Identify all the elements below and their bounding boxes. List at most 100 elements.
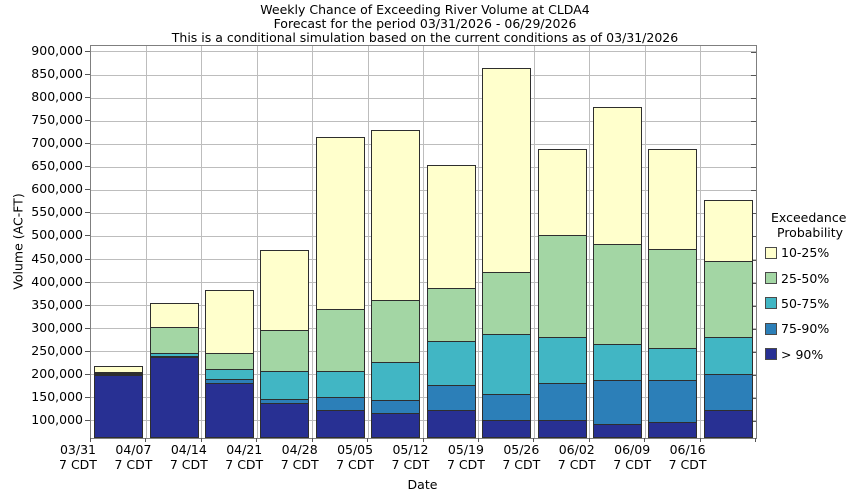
bar-segment-25-50% [593,244,641,344]
x-tick-label: 05/12 7 CDT [391,442,430,472]
bar-segment-> 90% [593,424,641,437]
bar-segment-75-90% [206,379,254,383]
y-tick-label: 550,000 [31,204,83,220]
bar-05/05 [371,130,421,438]
legend-item-25-50%: 25-50% [765,265,850,290]
x-tick-label: 04/07 7 CDT [114,442,153,472]
y-tick-mark [85,396,90,398]
y-tick-mark-right [751,190,756,192]
bar-segment-75-90% [483,394,531,420]
bar-segment-> 90% [538,419,586,437]
x-gridline [589,46,591,438]
bar-segment-10-25% [150,304,198,328]
y-tick-label: 150,000 [31,388,83,404]
bar-03/31 [94,365,144,438]
x-tick-label: 04/28 7 CDT [280,442,319,472]
y-tick-mark-right [751,259,756,261]
x-tick-mark [588,438,590,442]
bar-06/09 [648,148,698,438]
bar-segment-10-25% [649,149,697,249]
bar-segment-75-90% [649,380,697,422]
legend-item-50-75%: 50-75% [765,291,850,316]
x-gridline [312,46,314,438]
bar-segment-25-50% [538,235,586,337]
y-tick-label: 800,000 [31,89,83,105]
y-tick-label: 100,000 [31,411,83,427]
bar-segment-25-50% [483,272,531,335]
y-tick-mark-right [751,305,756,307]
x-tick-label: 06/16 7 CDT [668,442,707,472]
x-tick-mark [533,438,535,442]
bar-segment-> 90% [316,410,364,437]
bar-04/07 [149,303,199,438]
chart-subtitle: Forecast for the period 03/31/2026 - 06/… [273,16,577,31]
x-tick-mark [477,438,479,442]
bar-segment-> 90% [427,410,475,437]
bar-segment-25-50% [95,371,143,373]
bar-segment-> 90% [261,403,309,437]
chart-title: Weekly Chance of Exceeding River Volume … [260,2,590,17]
x-tick-mark [90,438,91,442]
x-tick-mark [755,438,756,442]
x-tick-mark [699,438,701,442]
y-tick-mark [85,350,90,352]
x-tick-mark [644,438,646,442]
y-tick-label: 350,000 [31,296,83,312]
bar-segment-10-25% [538,149,586,236]
y-tick-label: 900,000 [31,42,83,58]
y-tick-mark [85,304,90,306]
y-tick-label: 450,000 [31,250,83,266]
bar-segment-75-90% [316,396,364,411]
legend-title-line2: Probability [777,225,844,240]
y-tick-mark-right [751,51,756,53]
bar-segment-50-75% [704,336,752,374]
bar-segment-10-25% [95,366,143,372]
bar-segment-50-75% [316,371,364,397]
y-tick-mark-right [751,282,756,284]
y-tick-mark-right [751,328,756,330]
bar-segment-50-75% [649,348,697,381]
x-axis-title: Date [407,477,438,492]
x-tick-label: 04/14 7 CDT [169,442,208,472]
y-tick-mark-right [751,75,756,77]
x-tick-mark [200,438,202,442]
y-tick-mark-right [751,397,756,399]
bar-04/14 [205,289,255,438]
y-tick-mark-right [751,167,756,169]
bar-segment-50-75% [261,371,309,399]
bar-segment-75-90% [427,385,475,411]
bar-segment-10-25% [427,165,475,289]
x-tick-label: 03/31 7 CDT [59,442,97,472]
x-gridline [533,46,535,438]
legend: Exceedance Probability 10-25% 25-50% 50-75… [765,210,850,367]
legend-title-line1: Exceedance [771,210,847,225]
x-gridline [145,46,147,438]
bar-segment-10-25% [316,138,364,309]
bar-segment-50-75% [483,334,531,395]
y-tick-mark-right [751,351,756,353]
bar-segment-> 90% [704,410,752,437]
x-tick-mark [367,438,369,442]
x-gridline [644,46,646,438]
y-tick-mark [85,189,90,191]
bar-05/26 [537,148,587,438]
bar-segment-25-50% [704,260,752,337]
bar-segment-> 90% [150,357,198,437]
y-tick-mark [85,281,90,283]
bar-segment-50-75% [427,341,475,386]
bar-segment-75-90% [593,380,641,425]
x-tick-label: 04/21 7 CDT [225,442,264,472]
y-tick-mark [85,143,90,145]
bar-segment-25-50% [316,308,364,372]
bar-segment-50-75% [206,368,254,380]
bar-segment-50-75% [95,372,143,374]
x-tick-mark [256,438,258,442]
legend-swatch [765,348,777,361]
bar-segment-75-90% [372,399,420,413]
bar-segment-75-90% [261,398,309,404]
y-tick-mark [85,97,90,99]
bar-04/21 [260,250,310,438]
bar-segment-10-25% [593,108,641,245]
y-tick-mark [85,74,90,76]
